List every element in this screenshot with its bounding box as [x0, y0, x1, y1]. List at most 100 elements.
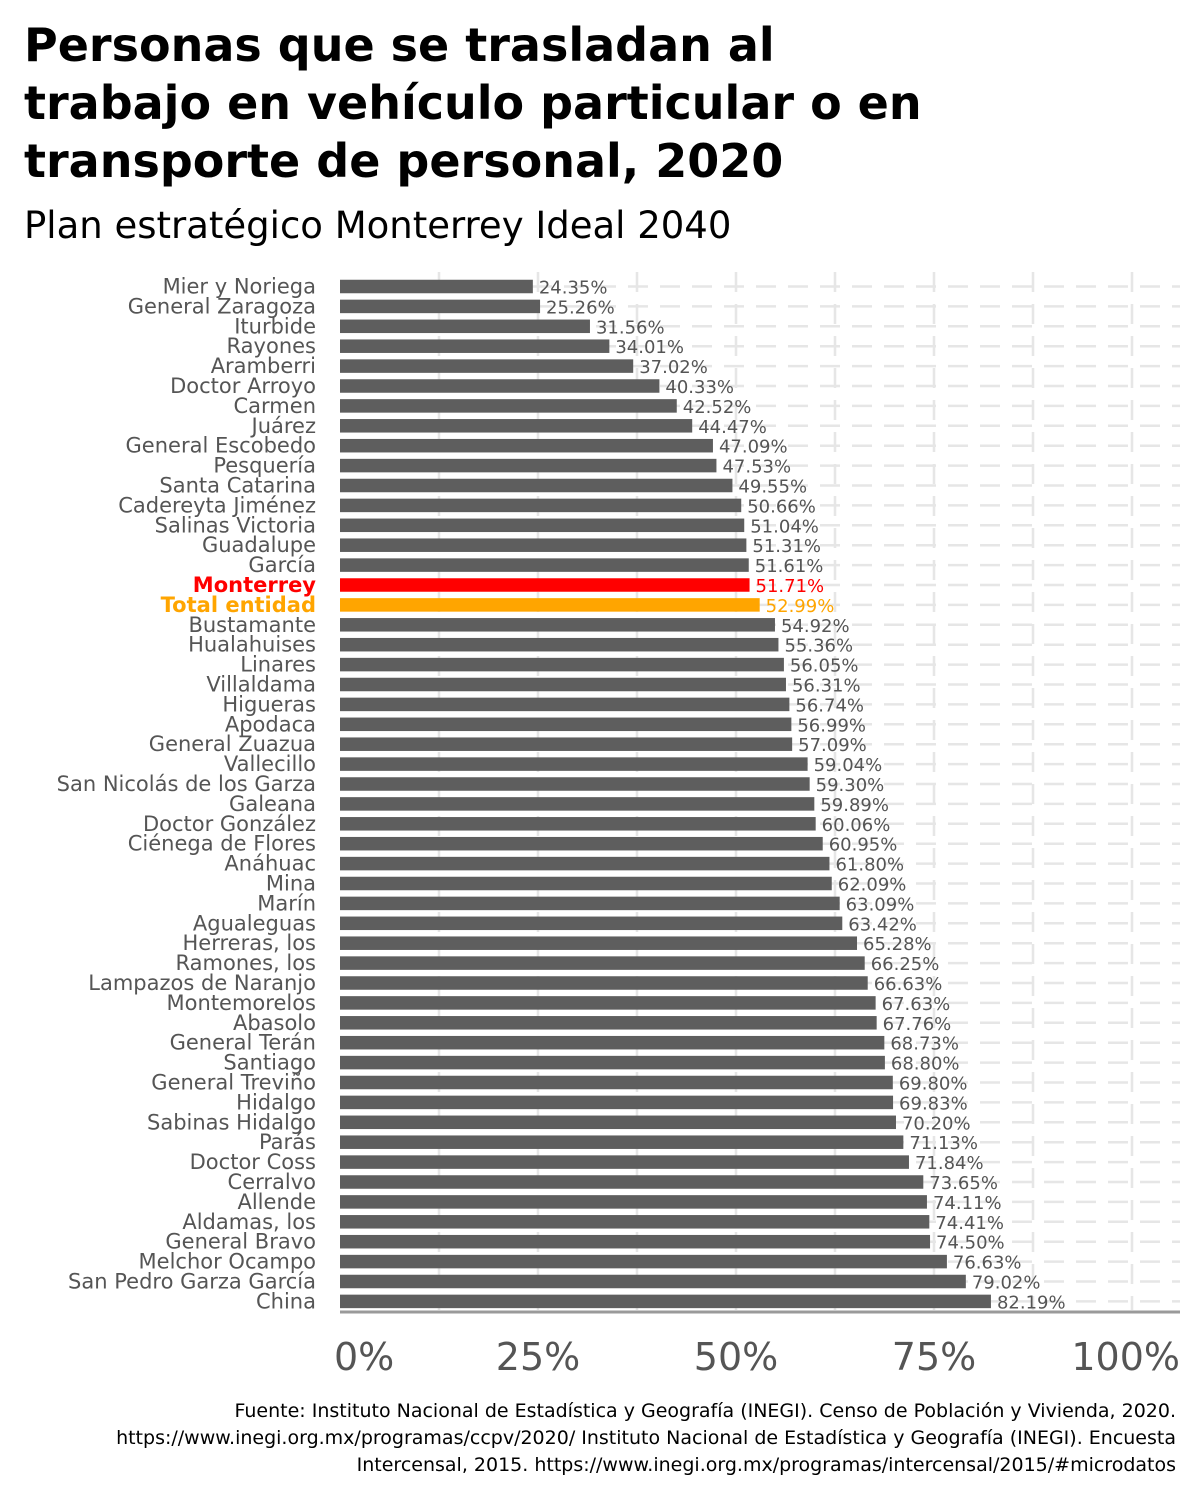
- caption-line: https://www.inegi.org.mx/programas/ccpv/…: [116, 1427, 1176, 1449]
- value-label: 56.05%: [790, 656, 859, 677]
- value-label: 62.09%: [838, 875, 907, 896]
- bar: [340, 319, 590, 334]
- category-label: General Zaragoza: [128, 294, 316, 318]
- category-label: Cadereyta Jiménez: [118, 493, 316, 517]
- category-label: Vallecillo: [224, 752, 316, 776]
- bar: [340, 976, 868, 990]
- value-label: 40.33%: [665, 377, 734, 398]
- category-label: Juárez: [250, 414, 317, 438]
- value-label: 56.31%: [792, 676, 861, 697]
- chart-bars: [340, 279, 991, 1309]
- bar: [340, 518, 745, 533]
- category-label: Hualahuises: [188, 633, 316, 657]
- value-label: 66.25%: [871, 954, 940, 975]
- value-label: 47.53%: [722, 457, 791, 478]
- category-label: Santa Catarina: [159, 474, 316, 498]
- category-label: Pesquería: [213, 454, 316, 478]
- bar: [340, 1195, 927, 1209]
- bar: [340, 717, 792, 732]
- bar: [340, 856, 830, 871]
- bar: [340, 618, 775, 632]
- value-label: 68.73%: [890, 1034, 959, 1055]
- category-label: Doctor Arroyo: [170, 374, 316, 398]
- category-label: Aramberri: [211, 354, 316, 378]
- bar: [340, 737, 793, 751]
- bar: [340, 379, 660, 393]
- value-label: 44.47%: [698, 417, 767, 438]
- bar: [340, 1294, 991, 1309]
- value-label: 47.09%: [719, 437, 788, 458]
- bar: [340, 697, 790, 712]
- value-label: 63.09%: [846, 894, 915, 915]
- value-label: 59.89%: [820, 795, 889, 816]
- category-label: Bustamante: [188, 613, 316, 637]
- category-label: Sabinas Hidalgo: [147, 1110, 316, 1134]
- value-label: 61.80%: [835, 855, 904, 876]
- bar: [340, 399, 677, 413]
- bar: [340, 956, 865, 970]
- category-label: Marín: [257, 891, 316, 915]
- caption-line: Fuente: Instituto Nacional de Estadístic…: [234, 1400, 1177, 1422]
- value-label: 67.63%: [882, 994, 951, 1015]
- bar: [340, 657, 784, 672]
- bar: [340, 1035, 885, 1050]
- bar: [340, 677, 786, 692]
- category-label: Monterrey: [193, 573, 317, 597]
- bar: [340, 1075, 893, 1090]
- value-label: 66.63%: [874, 974, 943, 995]
- chart-title: Personas que se trasladan al trabajo en …: [24, 18, 922, 188]
- value-label: 42.52%: [683, 397, 752, 418]
- value-label: 56.99%: [797, 715, 866, 736]
- category-label: Allende: [237, 1190, 316, 1214]
- x-tick-label: 100%: [1071, 1335, 1180, 1379]
- category-label: Herreras, los: [183, 931, 317, 955]
- bar: [340, 578, 750, 592]
- category-label: Mina: [266, 872, 316, 896]
- bar: [340, 1016, 877, 1030]
- category-label: Carmen: [234, 394, 316, 418]
- bar: [340, 777, 810, 791]
- category-label: Iturbide: [234, 314, 316, 338]
- category-label: Ramones, los: [176, 951, 316, 975]
- category-label: Mier y Noriega: [163, 275, 316, 299]
- value-label: 73.65%: [929, 1173, 998, 1194]
- value-label: 63.42%: [848, 914, 917, 935]
- bar: [340, 598, 760, 612]
- category-label: Montemorelos: [167, 991, 316, 1015]
- value-label: 25.26%: [546, 297, 615, 318]
- bar: [340, 1155, 909, 1169]
- bar: [340, 1095, 894, 1110]
- category-label: Lampazos de Naranjo: [88, 971, 316, 995]
- value-label: 24.35%: [539, 278, 608, 299]
- bar: [340, 916, 843, 931]
- value-label: 51.71%: [756, 576, 825, 597]
- bar: [340, 1115, 896, 1130]
- category-label: Hidalgo: [236, 1090, 316, 1114]
- value-label: 69.83%: [899, 1093, 968, 1114]
- bar: [340, 478, 733, 493]
- value-label: 79.02%: [972, 1273, 1041, 1294]
- bar: [340, 637, 779, 652]
- value-label: 49.55%: [738, 477, 807, 498]
- bar: [340, 1234, 931, 1249]
- value-label: 68.80%: [891, 1054, 960, 1075]
- bar: [340, 1055, 885, 1070]
- category-label: Agualeguas: [193, 911, 316, 935]
- value-label: 74.41%: [935, 1213, 1004, 1234]
- value-label: 52.99%: [766, 596, 835, 617]
- bar: [340, 339, 610, 353]
- value-label: 70.20%: [902, 1113, 971, 1134]
- value-label: 56.74%: [795, 695, 864, 716]
- value-label: 60.95%: [829, 835, 898, 856]
- category-label: Aldamas, los: [182, 1210, 316, 1234]
- source-caption: Fuente: Instituto Nacional de Estadístic…: [0, 1398, 1176, 1479]
- category-label: Ciénega de Flores: [128, 832, 316, 856]
- bar: [340, 558, 749, 572]
- category-label: Melchor Ocampo: [139, 1250, 316, 1274]
- bar: [340, 896, 840, 911]
- bar: [340, 438, 713, 453]
- category-label: Santiago: [223, 1051, 316, 1075]
- bar: [340, 1274, 966, 1289]
- category-label: General Escobedo: [126, 434, 316, 458]
- bar: [340, 419, 693, 433]
